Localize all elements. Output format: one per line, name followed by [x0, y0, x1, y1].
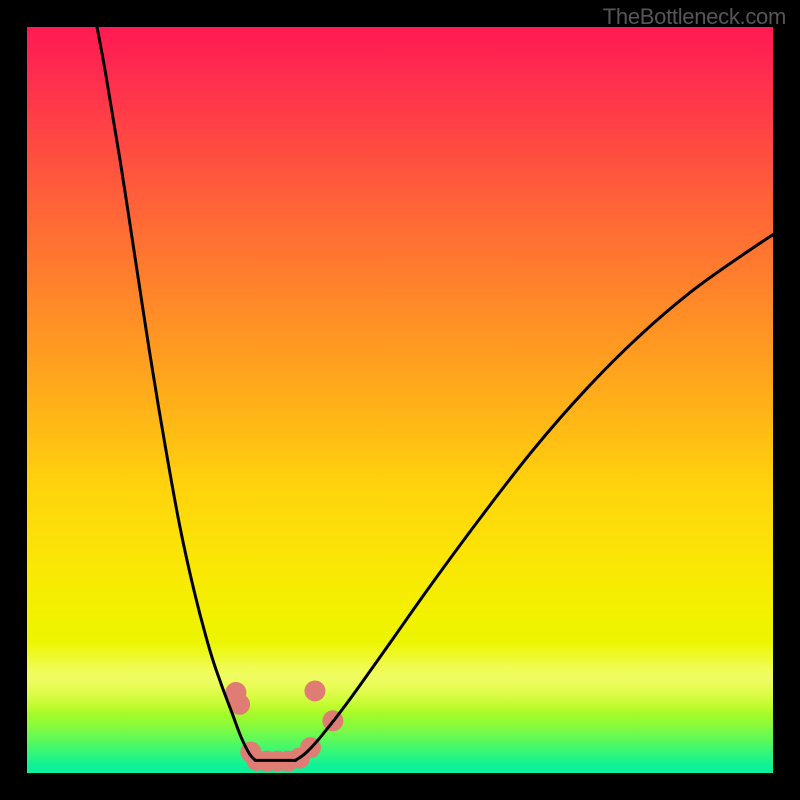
curve-left: [94, 27, 255, 760]
plot-area: [27, 27, 773, 773]
data-markers: [225, 680, 343, 771]
curve-right: [296, 232, 773, 760]
data-marker: [304, 680, 325, 701]
watermark-text: TheBottleneck.com: [603, 4, 786, 30]
curve-overlay: [27, 27, 773, 773]
